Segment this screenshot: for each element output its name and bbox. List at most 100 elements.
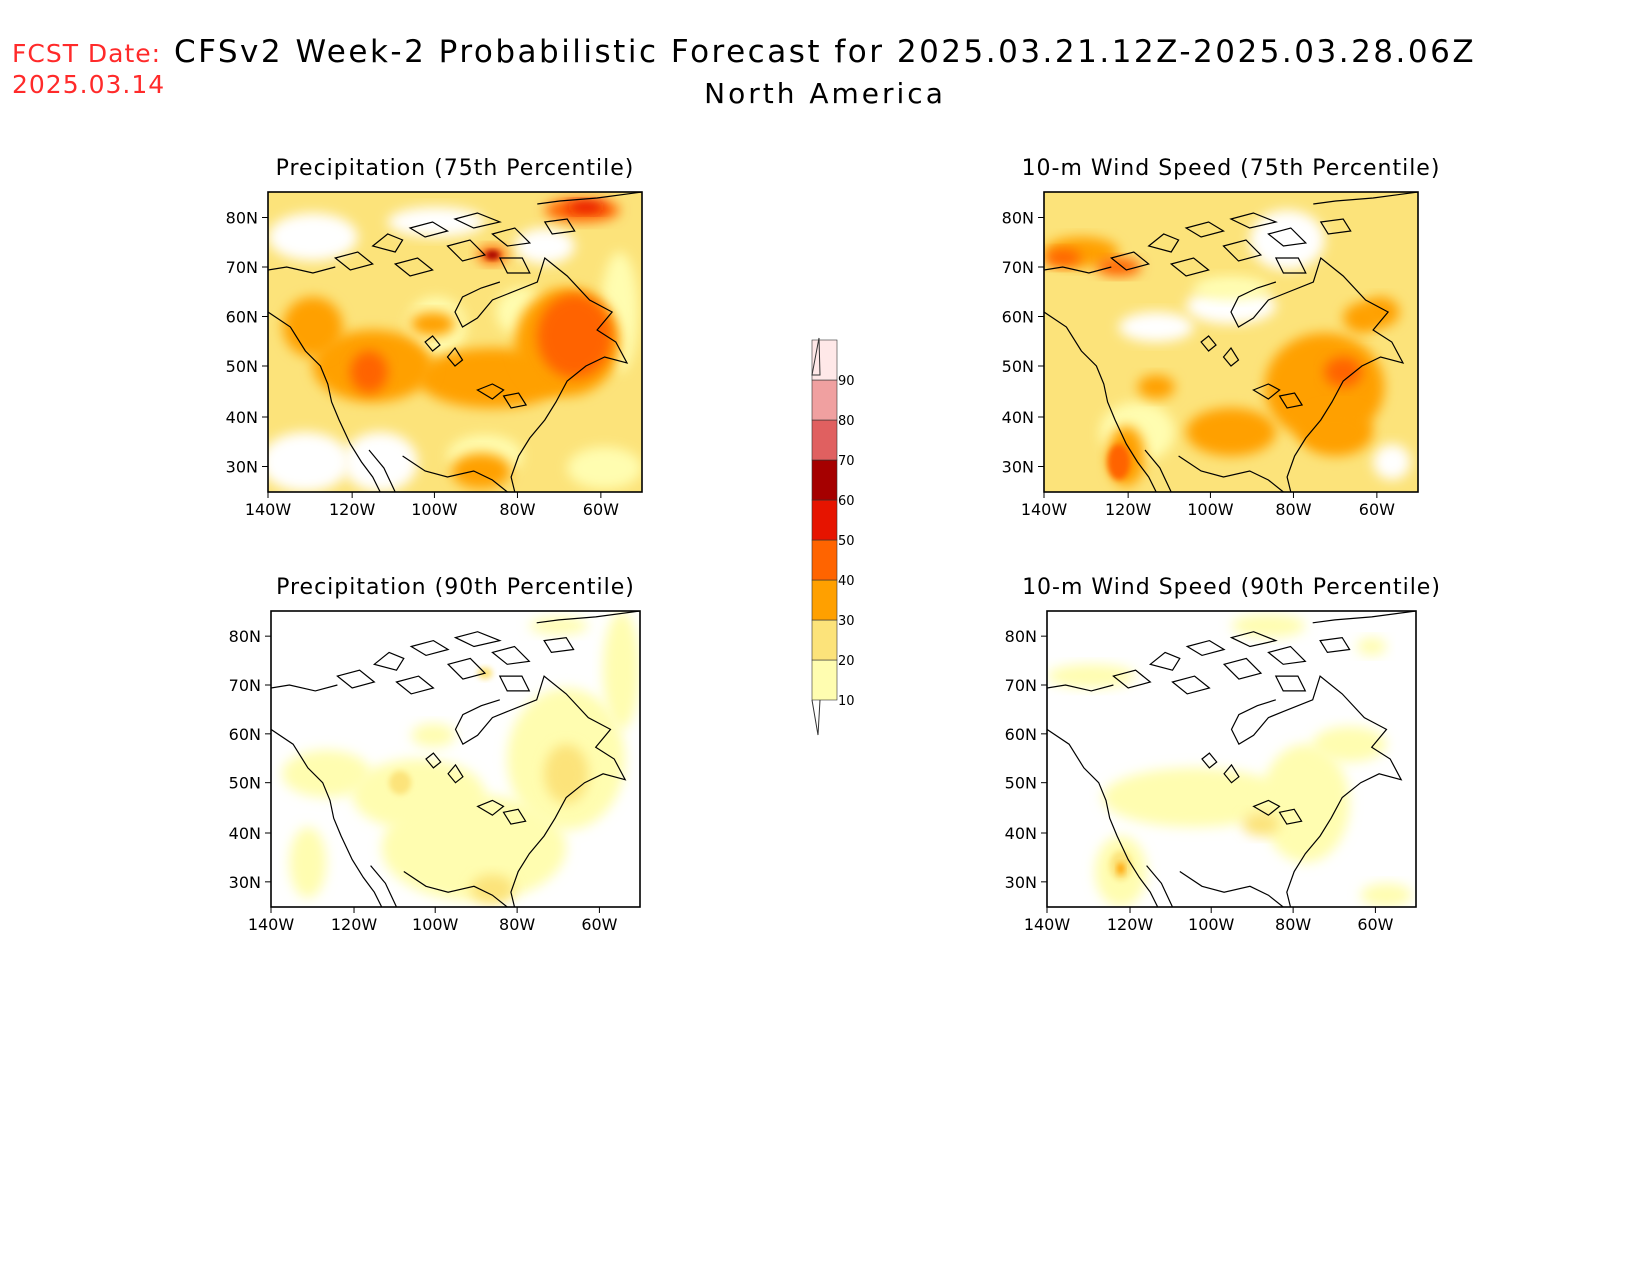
arctic-island: [333, 251, 374, 271]
great-lake: [447, 763, 464, 784]
shade-region: [1242, 812, 1280, 836]
shade-region: [1107, 444, 1131, 480]
great-lake: [1252, 799, 1281, 816]
colorbar-tick-label: 70: [838, 454, 855, 469]
colorbar-swatch: [811, 459, 838, 501]
shade-region: [567, 201, 605, 213]
panel-title: 10-m Wind Speed (90th Percentile): [1022, 575, 1441, 600]
coastlines: [1047, 611, 1416, 907]
great-lake: [446, 346, 464, 367]
colorbar-swatches: [811, 339, 838, 701]
colorbar-swatch: [811, 499, 838, 541]
shade-region: [484, 250, 500, 260]
arctic-island: [543, 636, 575, 654]
arctic-island: [373, 651, 405, 671]
shade-region: [381, 794, 567, 902]
coastline: [1313, 192, 1418, 205]
arctic-island: [1149, 651, 1181, 671]
coastlines: [268, 192, 642, 492]
page-subtitle: North America: [704, 77, 946, 110]
coastline: [1230, 675, 1403, 907]
shade-region: [1193, 276, 1269, 300]
lon-label: 80W: [1275, 915, 1311, 934]
shade-region: [410, 312, 455, 336]
lat-label: 50N: [226, 357, 258, 376]
lat-label: 80N: [1002, 209, 1034, 228]
arctic-island: [1169, 257, 1210, 277]
lon-label: 80W: [1275, 500, 1311, 519]
lat-label: 60N: [226, 308, 258, 327]
colorbar-tick-label: 40: [838, 574, 855, 589]
arctic-island: [1319, 636, 1351, 654]
lat-label: 70N: [1002, 258, 1034, 277]
shade-region: [544, 744, 589, 804]
shade-region: [1096, 258, 1142, 276]
coastline: [368, 449, 396, 492]
coastline: [1312, 611, 1416, 624]
shade-region: [289, 827, 327, 899]
arctic-island: [1112, 669, 1152, 689]
great-lake: [502, 392, 528, 409]
coastline: [1044, 266, 1112, 274]
arctic-island: [1229, 631, 1278, 648]
coastline: [454, 675, 627, 907]
arctic-island: [408, 221, 450, 238]
great-lake: [1278, 808, 1303, 825]
arctic-island: [336, 669, 376, 689]
lon-label: 80W: [499, 500, 535, 519]
lat-label: 50N: [1005, 774, 1037, 793]
lon-label: 120W: [329, 500, 376, 519]
colorbar-tick-label: 30: [838, 614, 855, 629]
page-title: CFSv2 Week-2 Probabilistic Forecast for …: [173, 34, 1477, 70]
great-lake: [1222, 346, 1240, 367]
coastline: [268, 311, 381, 492]
great-lake: [476, 383, 505, 400]
colorbar-swatch: [811, 579, 838, 621]
great-lake: [1201, 752, 1218, 769]
fcst-date-value: 2025.03.14: [12, 70, 166, 99]
coastline: [536, 611, 640, 624]
great-lake: [502, 808, 527, 825]
coastline: [1179, 871, 1284, 907]
lat-label: 60N: [1002, 308, 1034, 327]
colorbar-tick-label: 90: [838, 374, 855, 389]
lon-label: 60W: [1359, 500, 1395, 519]
coastline: [1047, 728, 1159, 907]
lat-label: 70N: [1005, 676, 1037, 695]
probability-shading: [271, 611, 640, 907]
lat-label: 30N: [229, 873, 261, 892]
arctic-island: [393, 257, 434, 277]
colorbar: 10 20 30 40 50 60 70 80 90: [811, 337, 855, 736]
shade-region: [389, 770, 412, 795]
shade-region: [1186, 408, 1276, 456]
shade-region: [1356, 637, 1387, 656]
arctic-island: [446, 657, 487, 680]
shade-region: [282, 297, 343, 357]
shade-region: [350, 351, 388, 393]
panel-wind-75: 10-m Wind Speed (75th Percentile) 80N 70N 6…: [1002, 156, 1440, 519]
lon-label: 140W: [248, 915, 295, 934]
map-frame: [1043, 191, 1419, 493]
lat-label: 40N: [1002, 408, 1034, 427]
colorbar-swatch: [811, 659, 838, 701]
shade-region: [603, 611, 640, 730]
coastline: [402, 455, 508, 492]
shade-region: [1324, 357, 1362, 387]
great-lake: [476, 799, 505, 816]
coastline: [1146, 865, 1174, 907]
shade-region: [1047, 664, 1136, 688]
lon-label: 80W: [499, 915, 535, 934]
coastline: [1044, 311, 1157, 492]
colorbar-tick-label: 60: [838, 494, 855, 509]
arctic-island: [1267, 227, 1308, 247]
arctic-island: [1147, 233, 1180, 253]
great-lake: [424, 335, 441, 352]
arctic-island: [1171, 675, 1211, 695]
colorbar-lower-arrow: [811, 699, 821, 736]
lat-label: 60N: [1005, 725, 1037, 744]
lon-label: 140W: [1024, 915, 1071, 934]
great-lake: [1223, 763, 1240, 784]
shade-region: [1117, 862, 1125, 875]
colorbar-swatch: [811, 619, 838, 661]
